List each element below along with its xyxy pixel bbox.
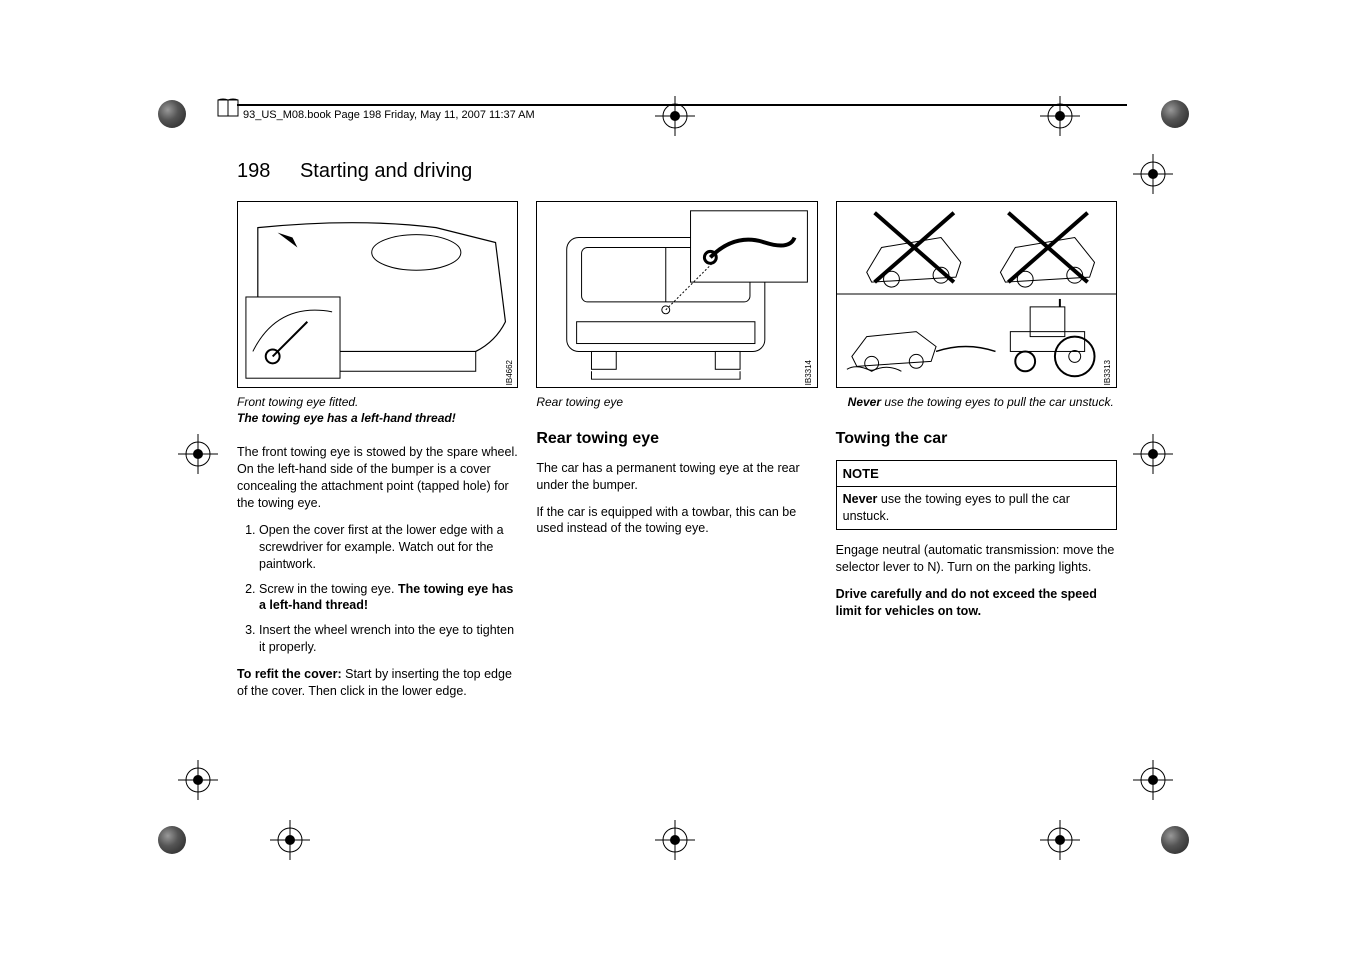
caption-text: Front towing eye fitted. xyxy=(237,395,358,409)
figure-never-pull-unstuck: IB3313 xyxy=(836,201,1117,388)
heading-rear-towing-eye: Rear towing eye xyxy=(536,428,817,450)
figure-id: IB3313 xyxy=(1103,360,1114,385)
registration-mark-icon xyxy=(1133,434,1173,474)
registration-mark-icon xyxy=(655,96,695,136)
body-text: Engage neutral (automatic transmission: … xyxy=(836,542,1117,576)
registration-mark-icon xyxy=(655,820,695,860)
body-text: If the car is equipped with a towbar, th… xyxy=(536,504,817,538)
figure-caption: Never use the towing eyes to pull the ca… xyxy=(836,394,1117,410)
print-mark-circle xyxy=(158,100,186,128)
registration-mark-icon xyxy=(1133,154,1173,194)
registration-mark-icon xyxy=(178,434,218,474)
column-3: IB3313 Never use the towing eyes to pull… xyxy=(836,201,1117,710)
note-title: NOTE xyxy=(837,461,1116,488)
list-item: Screw in the towing eye. The towing eye … xyxy=(259,581,518,615)
registration-mark-icon xyxy=(1040,96,1080,136)
body-text: The front towing eye is stowed by the sp… xyxy=(237,444,518,512)
figure-caption: Rear towing eye xyxy=(536,394,817,410)
figure-front-towing-eye: IB4662 xyxy=(237,201,518,388)
body-text: Drive carefully and do not exceed the sp… xyxy=(836,586,1117,620)
print-mark-circle xyxy=(1161,826,1189,854)
header-rule xyxy=(237,104,1127,106)
note-body: Never use the towing eyes to pull the ca… xyxy=(837,487,1116,529)
body-text: To refit the cover: Start by inserting t… xyxy=(237,666,518,700)
print-mark-circle xyxy=(158,826,186,854)
list-item: Open the cover first at the lower edge w… xyxy=(259,522,518,573)
registration-mark-icon xyxy=(1133,760,1173,800)
column-1: IB4662 Front towing eye fitted. The towi… xyxy=(237,201,518,710)
body-text: The car has a permanent towing eye at th… xyxy=(536,460,817,494)
list-item: Insert the wheel wrench into the eye to … xyxy=(259,622,518,656)
figure-id: IB3314 xyxy=(804,360,815,385)
section-title: Starting and driving xyxy=(300,160,472,182)
figure-rear-towing-eye: IB3314 xyxy=(536,201,817,388)
header-breadcrumb: 93_US_M08.book Page 198 Friday, May 11, … xyxy=(243,109,535,121)
registration-mark-icon xyxy=(1040,820,1080,860)
page-header: 198 Starting and driving xyxy=(237,160,1117,183)
figure-id: IB4662 xyxy=(505,360,516,385)
column-2: IB3314 Rear towing eye Rear towing eye T… xyxy=(536,201,817,710)
book-icon xyxy=(216,96,240,120)
page-number: 198 xyxy=(237,160,270,183)
print-mark-circle xyxy=(1161,100,1189,128)
heading-towing-car: Towing the car xyxy=(836,428,1117,450)
registration-mark-icon xyxy=(270,820,310,860)
figure-caption: Front towing eye fitted. The towing eye … xyxy=(237,394,518,426)
registration-mark-icon xyxy=(178,760,218,800)
caption-bold: The towing eye has a left-hand thread! xyxy=(237,411,456,425)
note-box: NOTE Never use the towing eyes to pull t… xyxy=(836,460,1117,530)
steps-list: Open the cover first at the lower edge w… xyxy=(237,522,518,656)
